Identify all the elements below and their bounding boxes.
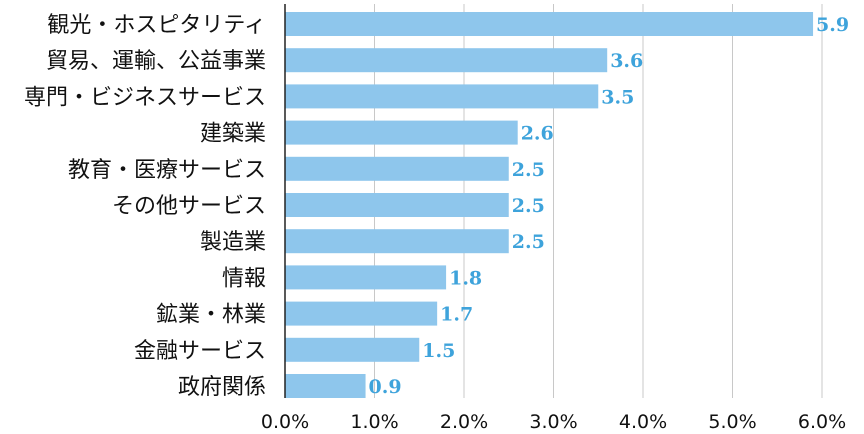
value-label: 2.5	[512, 159, 545, 181]
bar	[285, 229, 509, 254]
x-tick-label: 1.0%	[350, 411, 398, 433]
value-label: 1.7	[440, 304, 473, 326]
category-label: 専門・ビジネスサービス	[24, 85, 266, 110]
bar	[285, 301, 438, 326]
category-labels: 観光・ホスピタリティ貿易、運輸、公益事業専門・ビジネスサービス建築業教育・医療サ…	[24, 13, 266, 400]
bar	[285, 120, 518, 145]
category-label: 鉱業・林業	[156, 303, 266, 328]
bar	[285, 12, 814, 36]
category-label: 製造業	[200, 230, 266, 255]
bar	[285, 156, 509, 181]
bar	[285, 337, 420, 362]
category-label: 政府関係	[178, 375, 266, 400]
value-labels: 5.9 3.6 3.5 2.6 2.5 2.5 2.5 1.8 1.7 1.5 0.9	[369, 14, 850, 398]
x-tick-label: 2.0%	[440, 411, 488, 433]
x-tick-label: 0.0%	[261, 411, 309, 433]
bars	[285, 12, 814, 398]
value-label: 1.5	[422, 340, 455, 362]
category-label: 教育・医療サービス	[68, 158, 266, 183]
value-label: 3.5	[601, 86, 634, 108]
category-label: その他サービス	[112, 194, 266, 219]
value-label: 3.6	[610, 50, 643, 72]
bar	[285, 48, 608, 73]
value-label: 2.5	[512, 195, 545, 217]
value-label: 2.5	[512, 231, 545, 253]
value-label: 1.8	[449, 267, 482, 289]
bar	[285, 374, 366, 398]
value-label: 5.9	[816, 14, 849, 36]
x-tick-labels: 0.0% 1.0% 2.0% 3.0% 4.0% 5.0% 6.0%	[261, 411, 846, 433]
x-tick-label: 4.0%	[619, 411, 667, 433]
bar	[285, 265, 447, 290]
value-label: 0.9	[369, 376, 402, 398]
bar	[285, 193, 509, 217]
category-label: 貿易、運輸、公益事業	[46, 49, 266, 74]
value-label: 2.6	[521, 123, 554, 145]
category-label: 観光・ホスピタリティ	[47, 13, 266, 38]
x-tick-label: 6.0%	[798, 411, 846, 433]
category-label: 金融サービス	[134, 339, 266, 364]
category-label: 建築業	[200, 122, 266, 147]
bar	[285, 84, 599, 109]
x-tick-label: 3.0%	[529, 411, 577, 433]
category-label: 情報	[222, 266, 266, 291]
x-tick-label: 5.0%	[708, 411, 756, 433]
